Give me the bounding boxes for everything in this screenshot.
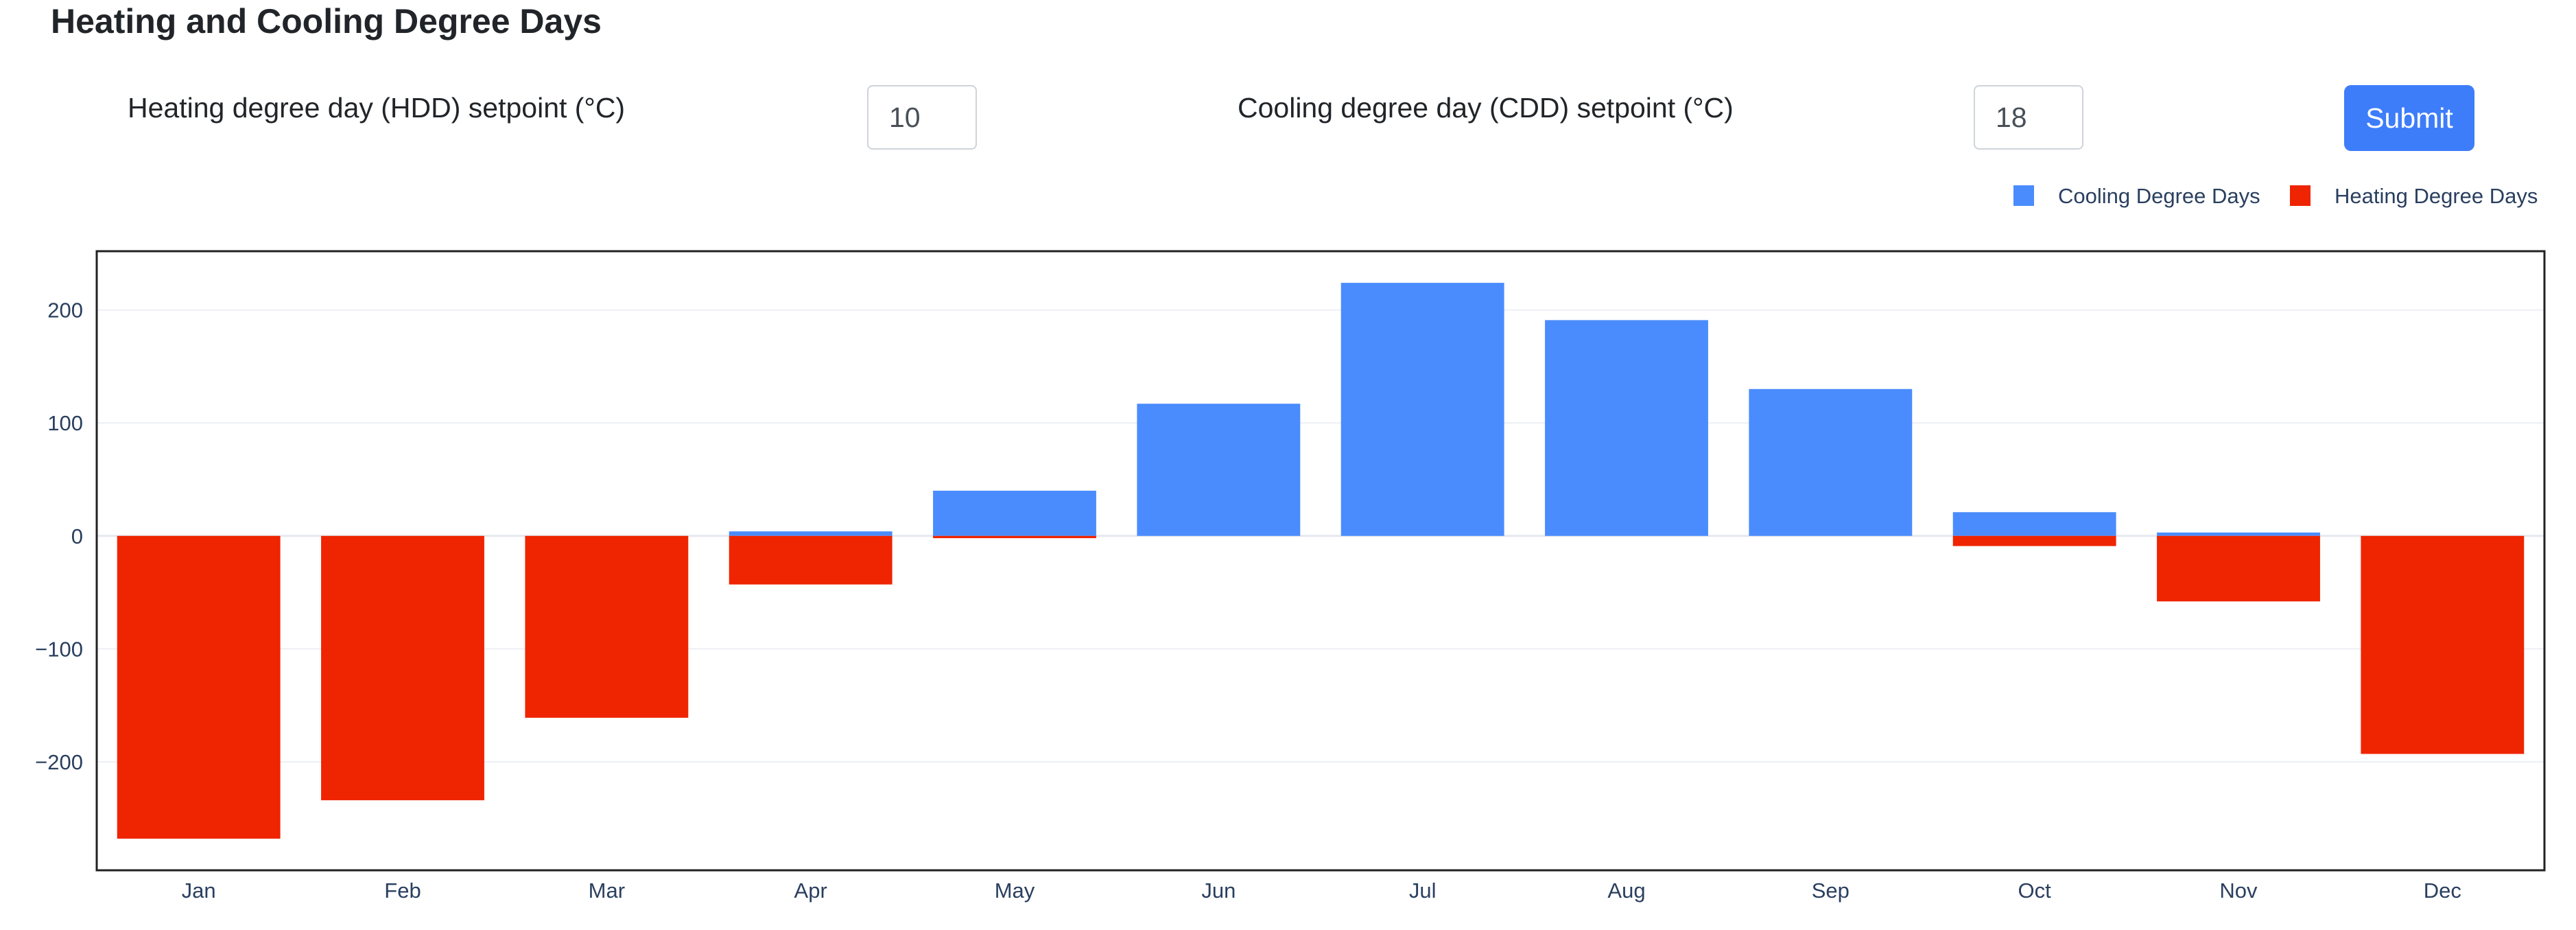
hdd-bar-may[interactable] bbox=[933, 535, 1096, 539]
plot-frame bbox=[95, 250, 2546, 872]
legend-swatch-hdd[interactable] bbox=[2290, 185, 2311, 206]
bars bbox=[117, 283, 2525, 839]
x-tick-label: Jul bbox=[1409, 879, 1437, 903]
cdd-setpoint-input[interactable] bbox=[1974, 85, 2083, 150]
x-tick-label: Dec bbox=[2424, 879, 2461, 903]
x-tick-label: Aug bbox=[1607, 879, 1645, 903]
y-tick-label: −100 bbox=[35, 637, 83, 661]
cdd-bar-apr[interactable] bbox=[729, 531, 893, 536]
submit-button[interactable]: Submit bbox=[2344, 85, 2474, 151]
hdd-bar-nov[interactable] bbox=[2157, 535, 2320, 602]
x-tick-label: Sep bbox=[1812, 879, 1850, 903]
y-axis-ticks: 200 100 0 −100 −200 bbox=[35, 299, 83, 774]
x-tick-label: Feb bbox=[384, 879, 421, 903]
cdd-bar-nov[interactable] bbox=[2157, 532, 2320, 536]
x-axis-ticks: Jan Feb Mar Apr May Jun Jul Aug Sep Oct Nov Dec bbox=[182, 879, 2461, 903]
hdd-bar-mar[interactable] bbox=[525, 535, 689, 718]
y-tick-label: 200 bbox=[47, 299, 83, 323]
hdd-bar-oct[interactable] bbox=[1952, 535, 2116, 546]
y-tick-label: 100 bbox=[47, 411, 83, 435]
hdd-setpoint-label: Heating degree day (HDD) setpoint (°C) bbox=[128, 92, 626, 124]
x-tick-label: Apr bbox=[794, 879, 827, 903]
legend-label-hdd[interactable]: Heating Degree Days bbox=[2335, 184, 2538, 208]
y-tick-label: −200 bbox=[35, 750, 83, 774]
hdd-bar-apr[interactable] bbox=[729, 535, 893, 585]
x-tick-label: Nov bbox=[2219, 879, 2258, 903]
cdd-bar-jul[interactable] bbox=[1340, 283, 1504, 536]
degree-days-chart: 200 100 0 −100 −200 Jan Feb Mar Apr May Jun Jul Aug… bbox=[35, 184, 2546, 903]
hdd-bar-dec[interactable] bbox=[2361, 535, 2525, 754]
y-tick-label: 0 bbox=[71, 524, 83, 548]
legend-label-cdd[interactable]: Cooling Degree Days bbox=[2058, 184, 2260, 208]
hdd-bar-feb[interactable] bbox=[321, 535, 484, 800]
cdd-bar-may[interactable] bbox=[933, 490, 1096, 536]
x-tick-label: Mar bbox=[589, 879, 625, 903]
legend[interactable]: Cooling Degree Days Heating Degree Days bbox=[2013, 184, 2538, 208]
x-tick-label: May bbox=[995, 879, 1035, 903]
hdd-bar-jan[interactable] bbox=[117, 535, 281, 839]
x-tick-label: Jun bbox=[1201, 879, 1236, 903]
x-tick-label: Oct bbox=[2018, 879, 2052, 903]
cdd-bar-oct[interactable] bbox=[1952, 512, 2116, 536]
page-title: Heating and Cooling Degree Days bbox=[51, 2, 602, 40]
grid-lines bbox=[97, 309, 2544, 763]
cdd-bar-jun[interactable] bbox=[1137, 404, 1301, 536]
hdd-setpoint-input[interactable] bbox=[867, 85, 977, 150]
cdd-bar-sep[interactable] bbox=[1749, 388, 1913, 536]
cdd-setpoint-label: Cooling degree day (CDD) setpoint (°C) bbox=[1238, 92, 1734, 124]
legend-swatch-cdd[interactable] bbox=[2013, 185, 2034, 206]
x-tick-label: Jan bbox=[182, 879, 216, 903]
cdd-bar-aug[interactable] bbox=[1545, 320, 1708, 536]
